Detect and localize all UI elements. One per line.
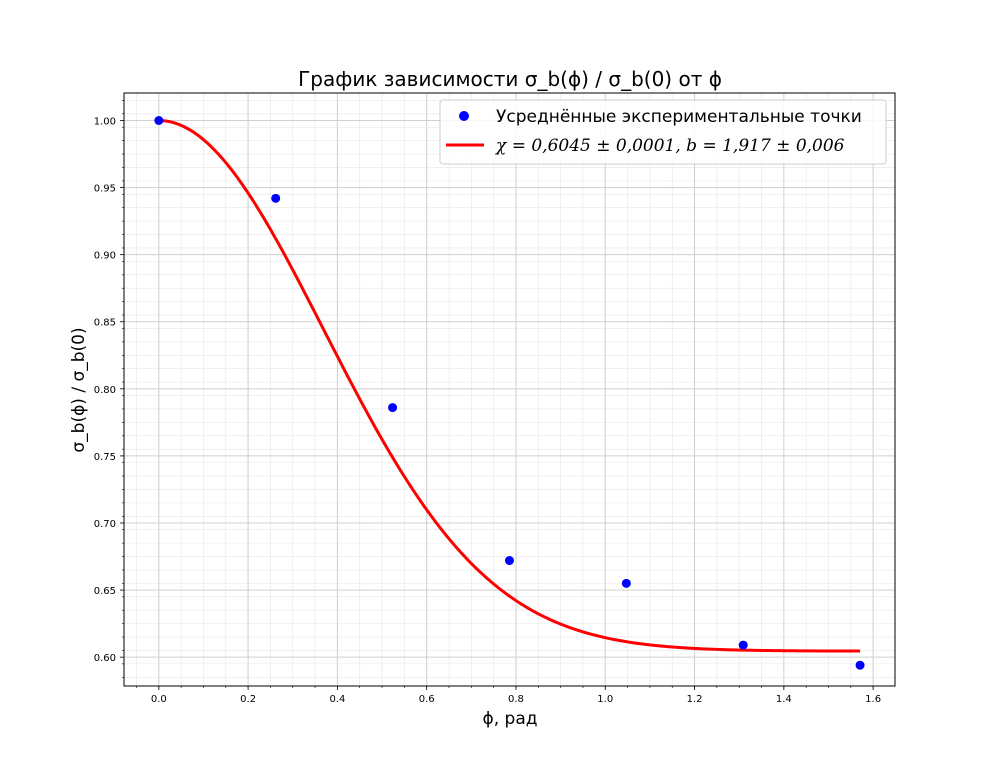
- x-tick-label: 0.4: [329, 694, 345, 705]
- y-tick-label: 0.90: [94, 251, 116, 262]
- legend-label-fit: χ = 0,6045 ± 0,0001, b = 1,917 ± 0,006: [495, 136, 845, 156]
- data-point: [738, 640, 748, 650]
- fit-curve: [158, 119, 861, 653]
- y-tick-label: 0.60: [94, 653, 116, 664]
- x-tick-label: 0.8: [508, 694, 524, 705]
- legend: Усреднённые экспериментальные точки χ = …: [439, 99, 887, 165]
- x-tick-label: 0.2: [240, 694, 256, 705]
- x-tick-label: 0.6: [419, 694, 435, 705]
- data-point: [855, 660, 865, 670]
- ticks-layer: 0.0 0.2 0.4 0.6 0.8 1.0 1.2 1.4 1.6 0.60 0.65 0.70 0…: [94, 100, 881, 705]
- x-tick-label: 1.2: [687, 694, 703, 705]
- legend-marker-points: [459, 111, 469, 121]
- series-layer: [154, 116, 865, 670]
- x-tick-label: 1.4: [776, 694, 792, 705]
- data-point: [271, 193, 281, 203]
- x-tick-label: 1.6: [865, 694, 881, 705]
- y-tick-label: 0.75: [94, 452, 116, 463]
- plot-frame: [123, 92, 896, 687]
- legend-label-points: Усреднённые экспериментальные точки: [496, 107, 862, 127]
- chart-title: График зависимости σ_b(ϕ) / σ_b(0) от ϕ: [298, 67, 722, 91]
- y-tick-label: 0.65: [94, 586, 116, 597]
- x-tick-label: 1.0: [597, 694, 613, 705]
- x-axis-title: ϕ, рад: [483, 709, 538, 729]
- y-tick-label: 0.95: [94, 184, 116, 195]
- y-tick-label: 0.70: [94, 519, 116, 530]
- y-tick-label: 1.00: [94, 117, 116, 128]
- y-axis-title: σ_b(ϕ) / σ_b(0): [69, 327, 89, 452]
- data-point: [621, 578, 631, 588]
- legend-box: [439, 99, 887, 165]
- x-tick-label: 0.0: [151, 694, 167, 705]
- data-point: [504, 556, 514, 566]
- y-tick-label: 0.85: [94, 318, 116, 329]
- data-point: [388, 403, 398, 413]
- data-point: [154, 116, 164, 126]
- y-tick-label: 0.80: [94, 385, 116, 396]
